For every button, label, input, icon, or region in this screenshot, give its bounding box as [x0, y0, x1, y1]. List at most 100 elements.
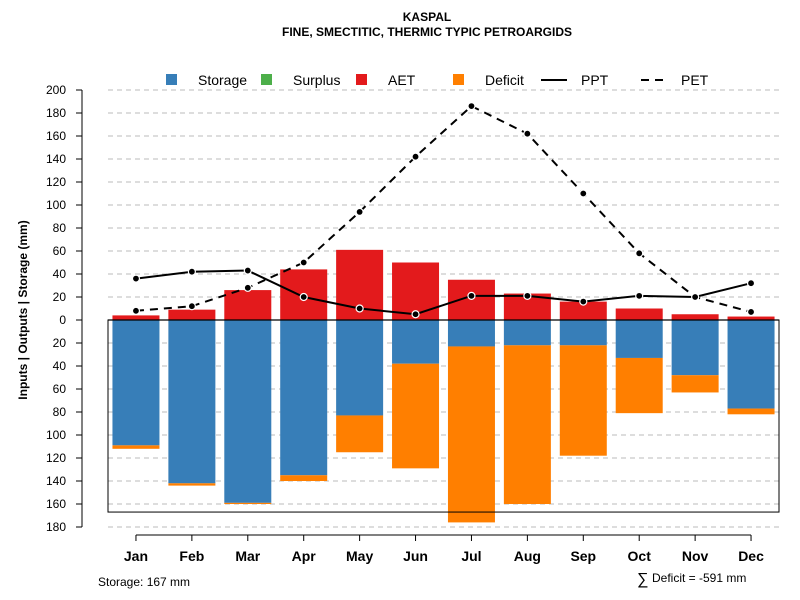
y-axis: 2001801601401201008060402002040608010012… [46, 83, 83, 534]
pet-point [187, 302, 196, 311]
deficit-bar-feb [168, 483, 216, 486]
ppt-point [411, 310, 420, 319]
plot-frame [107, 319, 780, 513]
x-tick-label-feb: Feb [179, 548, 204, 564]
legend-label-deficit: Deficit [485, 72, 524, 88]
legend-swatch-surplus [261, 74, 272, 85]
deficit-bar-jan [112, 445, 160, 449]
aet-bar-feb [168, 309, 216, 320]
y-tick-label: 160 [46, 497, 66, 511]
ppt-point [187, 267, 196, 276]
y-tick-label: 60 [53, 244, 67, 258]
y-tick-label: 120 [46, 175, 66, 189]
deficit-bar-dec [727, 408, 775, 415]
y-tick-label: 140 [46, 474, 66, 488]
storage-bar-aug [503, 320, 551, 346]
chart-title: KASPAL [403, 10, 451, 24]
storage-bar-jul [447, 320, 495, 347]
ppt-point [579, 297, 588, 306]
bars [112, 249, 775, 523]
legend-label-surplus: Surplus [293, 72, 340, 88]
x-tick-label-aug: Aug [514, 548, 541, 564]
ppt-point [691, 292, 700, 302]
ppt-point [746, 279, 756, 288]
y-tick-label: 100 [46, 428, 66, 442]
x-tick-label-jul: Jul [461, 548, 481, 564]
pet-point [131, 306, 141, 315]
legend-swatch-storage [166, 74, 177, 85]
y-tick-label: 40 [53, 267, 67, 281]
storage-bar-dec [727, 320, 775, 409]
storage-bar-oct [615, 320, 663, 358]
series-lines [131, 101, 756, 319]
y-tick-label: 100 [46, 198, 66, 212]
x-tick-label-may: May [346, 548, 373, 564]
ppt-point [523, 291, 532, 300]
y-tick-label: 80 [53, 221, 67, 235]
pet-point [746, 307, 756, 317]
deficit-bar-mar [224, 502, 272, 504]
legend-swatch-deficit [453, 74, 464, 85]
y-tick-label: 160 [46, 129, 66, 143]
deficit-bar-sep [559, 345, 607, 456]
x-tick-label-oct: Oct [628, 548, 652, 564]
storage-bar-jan [112, 320, 160, 446]
y-tick-label: 40 [53, 359, 67, 373]
x-tick-label-nov: Nov [682, 548, 709, 564]
y-tick-label: 60 [53, 382, 67, 396]
ppt-point [131, 274, 141, 283]
deficit-bar-apr [280, 475, 328, 481]
y-tick-label: 80 [53, 405, 67, 419]
y-tick-label: 140 [46, 152, 66, 166]
pet-point [467, 101, 476, 111]
aet-bar-oct [615, 308, 663, 320]
y-tick-label: 0 [59, 313, 66, 327]
pet-point [243, 283, 252, 292]
ppt-point [243, 266, 252, 275]
ppt-point [299, 292, 308, 302]
legend: Storage Surplus AET Deficit PPT PET [166, 72, 709, 88]
ppt-point [467, 291, 476, 300]
y-tick-label: 180 [46, 106, 66, 120]
pet-line [135, 104, 752, 313]
pet-point [299, 258, 308, 267]
storage-bar-jun [392, 320, 440, 364]
storage-bar-nov [671, 320, 719, 376]
pet-point [635, 249, 644, 258]
y-tick-label: 180 [46, 520, 66, 534]
y-tick-label: 20 [53, 290, 67, 304]
pet-point [579, 189, 588, 198]
deficit-bar-aug [503, 345, 551, 504]
legend-swatch-aet [356, 74, 367, 85]
legend-label-pet: PET [681, 72, 709, 88]
deficit-bar-jul [447, 346, 495, 523]
aet-bar-nov [671, 314, 719, 320]
x-tick-label-jun: Jun [403, 548, 428, 564]
storage-footnote: Storage: 167 mm [98, 575, 190, 589]
storage-bar-may [336, 320, 384, 416]
ppt-line [135, 269, 752, 316]
y-axis-label: Inputs | Outputs | Storage (mm) [16, 220, 30, 399]
y-tick-label: 20 [53, 336, 67, 350]
y-tick-label: 200 [46, 83, 66, 97]
storage-bar-sep [559, 320, 607, 346]
ppt-point [355, 304, 364, 313]
deficit-bar-nov [671, 375, 719, 393]
legend-label-storage: Storage [198, 72, 247, 88]
chart-subtitle: FINE, SMECTITIC, THERMIC TYPIC PETROARGI… [282, 25, 572, 39]
x-axis: Jan Feb Mar Apr May Jun Jul Aug Sep Oct Nov Dec [124, 534, 764, 564]
aet-bar-jan [112, 315, 160, 320]
storage-bar-apr [280, 320, 328, 476]
gridlines [108, 89, 779, 528]
x-tick-label-sep: Sep [570, 548, 596, 564]
ppt-point [635, 291, 644, 300]
deficit-footnote: Deficit = -591 mm [652, 571, 746, 585]
storage-capacity-box [107, 319, 780, 513]
y-tick-label: 120 [46, 451, 66, 465]
pet-point [523, 129, 532, 138]
x-tick-label-dec: Dec [738, 548, 764, 564]
storage-bar-feb [168, 320, 216, 484]
aet-bar-sep [559, 301, 607, 320]
x-tick-label-jan: Jan [124, 548, 148, 564]
legend-label-aet: AET [388, 72, 416, 88]
